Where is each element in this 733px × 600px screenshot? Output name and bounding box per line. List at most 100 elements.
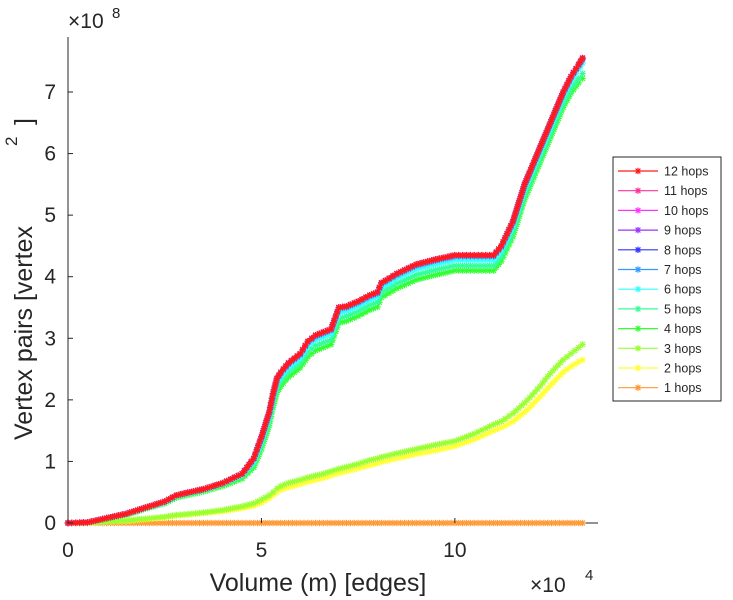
- series-2-hops: [64, 356, 586, 527]
- data-point: [378, 279, 385, 287]
- data-point: [575, 75, 582, 82]
- data-point: [416, 270, 424, 278]
- legend-marker: [634, 305, 642, 313]
- y-tick-label: 3: [44, 327, 56, 350]
- legend-box: [612, 156, 722, 402]
- legend-marker: [634, 226, 642, 234]
- y-ticks: 0 1 2 3 4 5 6 7: [44, 81, 73, 535]
- x-tick-label: 10: [443, 539, 466, 562]
- legend-item: 1 hops: [618, 381, 702, 395]
- legend-marker: [634, 246, 642, 253]
- series-line: [67, 57, 584, 524]
- series-6-hops: [64, 59, 586, 527]
- data-point: [539, 379, 546, 387]
- legend-marker: [634, 187, 642, 194]
- data-point: [308, 473, 315, 480]
- y-axis-label-exponent: 2: [2, 137, 21, 146]
- legend-label: 5 hops: [664, 302, 702, 316]
- y-multiplier-base: ×10: [68, 10, 104, 33]
- legend-item: 12 hops: [618, 165, 708, 179]
- legend-marker: [634, 364, 642, 372]
- legend-label: 10 hops: [664, 204, 708, 218]
- data-point: [570, 69, 577, 76]
- y-axis-label-close: ]: [10, 118, 38, 125]
- legend-label: 11 hops: [664, 184, 708, 198]
- data-point: [389, 282, 397, 289]
- data-point: [252, 450, 259, 458]
- legend-label: 6 hops: [664, 283, 702, 297]
- legend-item: 5 hops: [618, 302, 702, 316]
- y-tick-label: 1: [44, 450, 56, 473]
- series-line: [67, 78, 583, 524]
- y-tick-label: 0: [44, 512, 56, 535]
- legend-label: 8 hops: [664, 243, 702, 257]
- data-point: [579, 54, 586, 62]
- data-point: [184, 489, 192, 496]
- data-point: [525, 170, 533, 177]
- data-point: [505, 412, 513, 420]
- data-point: [567, 73, 575, 80]
- data-point: [428, 257, 435, 264]
- data-point: [265, 492, 273, 499]
- data-point: [443, 264, 451, 271]
- x-tick-label: 0: [62, 539, 74, 562]
- data-point: [268, 395, 276, 402]
- x-axis-label: Volume (m) [edges]: [210, 569, 427, 597]
- legend-label: 9 hops: [664, 224, 702, 238]
- series-line: [67, 57, 584, 524]
- data-point: [498, 418, 505, 425]
- series-5-hops: [64, 70, 586, 527]
- y-tick-label: 5: [44, 204, 56, 227]
- series-3-hops: [64, 341, 586, 527]
- x-multiplier-exp: 4: [585, 567, 593, 584]
- data-point: [267, 399, 275, 407]
- data-point: [579, 356, 586, 364]
- data-point: [397, 449, 404, 456]
- series-line: [67, 73, 584, 524]
- data-point: [169, 512, 176, 519]
- series-line: [67, 57, 584, 524]
- legend-label: 2 hops: [664, 362, 702, 376]
- series-4-hops: [64, 75, 586, 527]
- data-point: [192, 487, 199, 495]
- y-multiplier-exp: 8: [112, 5, 120, 22]
- y-tick-label: 2: [44, 389, 56, 412]
- data-point: [339, 303, 346, 311]
- y-axis-label: Vertex pairs [vertex: [10, 226, 38, 440]
- y-tick-label: 6: [44, 143, 56, 166]
- data-point: [416, 445, 424, 452]
- series-line: [67, 59, 584, 524]
- data-point: [389, 272, 397, 280]
- series-line: [68, 359, 583, 524]
- legend-marker: [634, 266, 642, 273]
- plot-area: 0 5 10 0 1 2 3 4 5 6 7: [44, 37, 598, 562]
- data-point: [270, 386, 278, 394]
- y-tick-label: 4: [44, 266, 56, 289]
- series-7-hops: [64, 56, 586, 527]
- series-line: [67, 57, 584, 524]
- series-11-hops: [64, 54, 586, 527]
- series-12-hops: [64, 54, 586, 527]
- data-point: [579, 341, 586, 348]
- series-layer: [64, 54, 586, 527]
- legend-marker: [634, 325, 642, 332]
- y-axis-label-group: Vertex pairs [vertex 2 ]: [2, 118, 38, 440]
- legend-marker: [634, 286, 642, 293]
- data-point: [501, 415, 509, 422]
- data-point: [432, 266, 439, 274]
- data-point: [272, 378, 280, 386]
- data-point: [559, 368, 567, 376]
- legend-item: 7 hops: [618, 263, 702, 277]
- legend-item: 10 hops: [618, 204, 708, 218]
- data-point: [223, 506, 230, 513]
- data-point: [553, 103, 561, 110]
- legend-item: 2 hops: [618, 362, 702, 376]
- data-point: [515, 404, 522, 412]
- series-line: [67, 62, 584, 524]
- data-point: [524, 173, 531, 181]
- data-point: [266, 404, 274, 411]
- series-10-hops: [64, 54, 586, 527]
- series-line: [67, 57, 584, 524]
- legend-label: 1 hops: [664, 381, 702, 395]
